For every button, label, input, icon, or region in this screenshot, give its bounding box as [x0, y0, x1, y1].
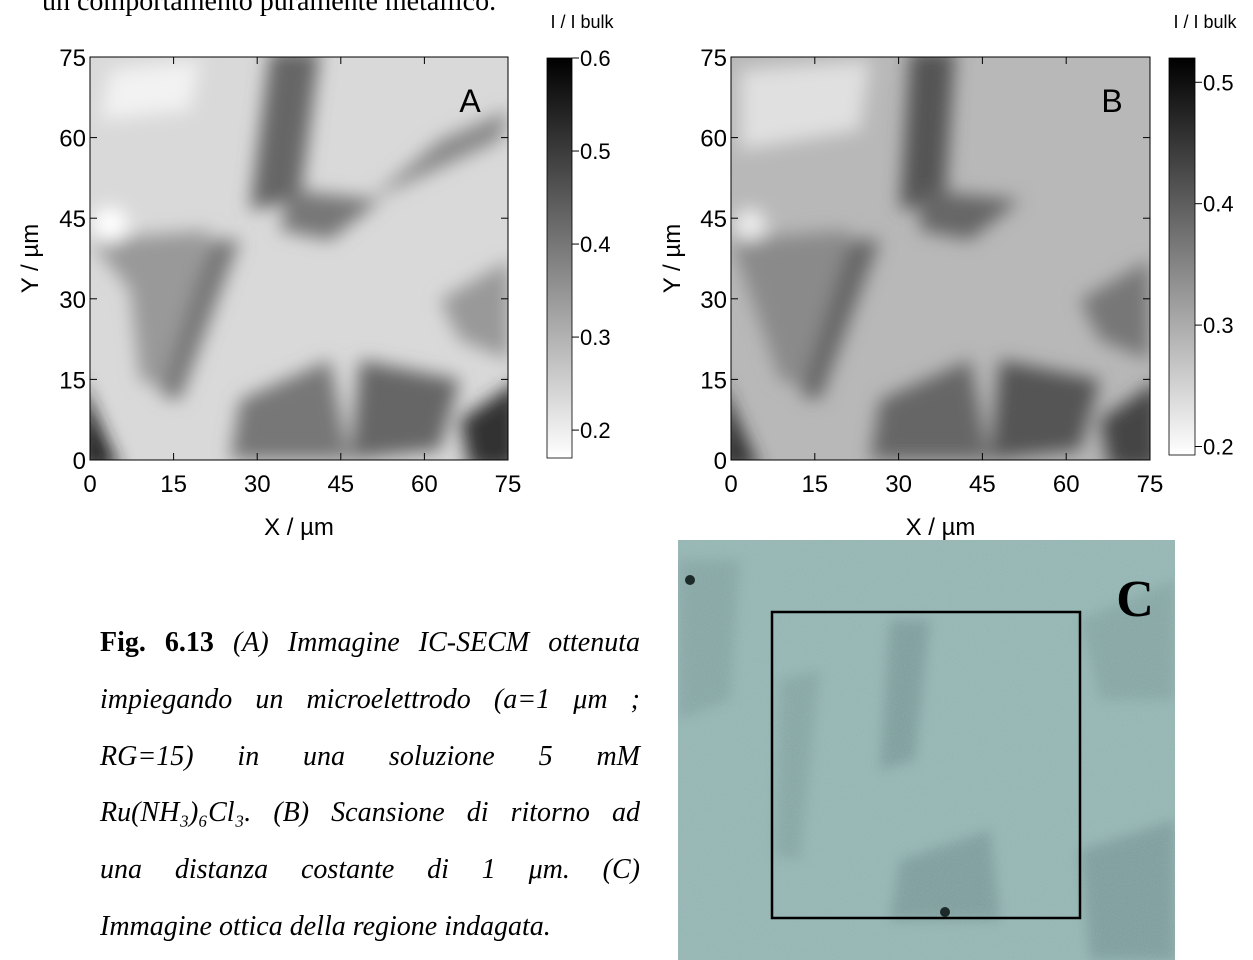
y-tick-label: 45 [700, 206, 727, 233]
caption-line: una distanza costante di 1 μm. (C) [100, 854, 640, 886]
caption-line: Fig. 6.13 (A) Immagine IC-SECM ottenuta [100, 627, 640, 659]
x-tick-label: 45 [969, 471, 996, 498]
colorbar-tick-label: 0.3 [1203, 313, 1234, 338]
colorbar-tick-label: 0.6 [580, 46, 611, 71]
caption-line: Immagine ottica della regione indagata. [100, 911, 551, 942]
y-tick-label: 75 [59, 45, 86, 72]
y-tick-label: 60 [59, 126, 86, 153]
panel-label: C [1116, 571, 1154, 628]
y-tick-label: 45 [59, 206, 86, 233]
colorbar-tick-label: 0.2 [1203, 435, 1234, 460]
x-tick-label: 75 [495, 471, 522, 498]
x-tick-label: 45 [327, 471, 354, 498]
colorbar [1168, 57, 1196, 456]
body-text: un comportamento puramente metallico. [42, 0, 497, 17]
y-axis-label: Y / µm [17, 224, 44, 293]
x-axis-label: X / µm [906, 514, 976, 541]
region-box [770, 610, 1082, 920]
x-tick-label: 15 [160, 471, 187, 498]
y-tick-label: 0 [714, 448, 727, 475]
colorbar-tick-label: 0.2 [580, 418, 611, 443]
y-tick-label: 75 [700, 45, 727, 72]
colorbar-tick-label: 0.5 [1203, 70, 1234, 95]
colorbar-tick-label: 0.4 [1203, 192, 1234, 217]
heatmap-image [90, 57, 508, 460]
colorbar-tick-label: 0.5 [580, 139, 611, 164]
colorbar-title: I / I bulk [1173, 12, 1237, 32]
colorbar-title: I / I bulk [550, 12, 614, 32]
figure-number: Fig. 6.13 [100, 627, 214, 658]
x-tick-label: 75 [1137, 471, 1164, 498]
colorbar-tick-label: 0.4 [580, 232, 611, 257]
y-axis-label: Y / µm [659, 224, 686, 293]
x-tick-label: 15 [801, 471, 828, 498]
plot-frame [89, 56, 509, 461]
x-tick-label: 30 [885, 471, 912, 498]
x-tick-label: 60 [1053, 471, 1080, 498]
plot-frame [730, 56, 1151, 461]
caption-line: Ru(NH₃)₆Cl₃. (B) Scansione di ritorno ad [100, 797, 640, 829]
y-tick-label: 15 [59, 367, 86, 394]
x-tick-label: 60 [411, 471, 438, 498]
x-tick-label: 0 [83, 471, 96, 498]
x-tick-label: 30 [244, 471, 271, 498]
heatmap-image [731, 57, 1150, 460]
optical-photo: C [678, 540, 1175, 960]
colorbar-tick-label: 0.3 [580, 325, 611, 350]
y-tick-label: 0 [73, 448, 86, 475]
y-tick-label: 15 [700, 367, 727, 394]
y-tick-label: 30 [59, 287, 86, 314]
colorbar [546, 57, 573, 459]
x-axis-label: X / µm [264, 514, 334, 541]
panel-label: B [1101, 83, 1122, 119]
y-tick-label: 60 [700, 126, 727, 153]
y-tick-label: 30 [700, 287, 727, 314]
caption-line: impiegando un microelettrodo (a=1 μm ; [100, 683, 640, 715]
caption-line: RG=15) in una soluzione 5 mM [100, 740, 640, 772]
x-tick-label: 0 [724, 471, 737, 498]
panel-label: A [459, 83, 481, 119]
caption-text: (A) Immagine IC-SECM ottenuta [232, 627, 640, 658]
